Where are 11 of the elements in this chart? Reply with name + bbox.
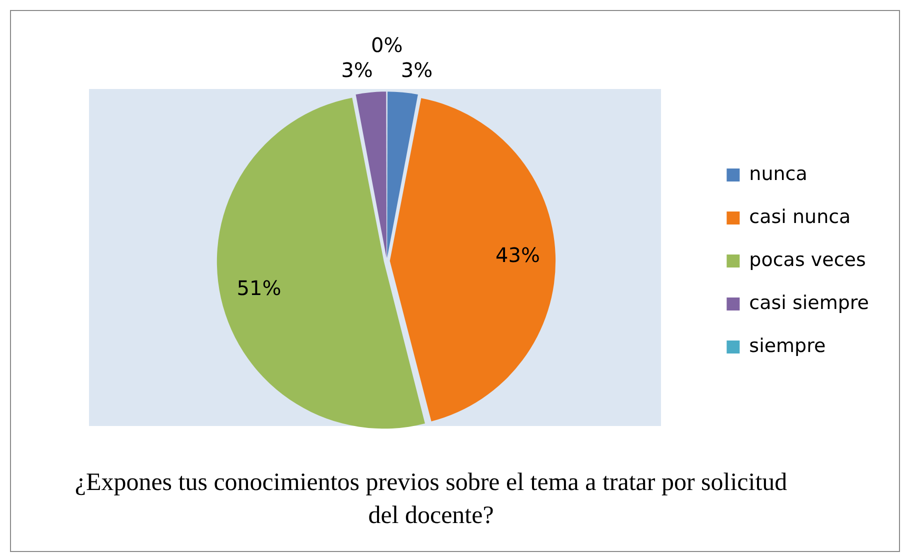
data-label: 43% [496, 243, 540, 268]
text: ¿Expones tus conocimientos previos sobre el tema a tratar por solicitud del docente? [74, 468, 788, 531]
legend-label: casi siempre [749, 292, 869, 314]
data-label: 51% [236, 276, 282, 300]
legend-label: siempre [749, 334, 826, 357]
data-label: 3% [400, 58, 433, 82]
legend-label: casi nunca [749, 206, 851, 228]
legend-label: pocas veces [749, 248, 866, 271]
legend-label: nunca [749, 162, 808, 185]
text: 0% [370, 33, 403, 58]
data-label: 3% [341, 58, 373, 82]
